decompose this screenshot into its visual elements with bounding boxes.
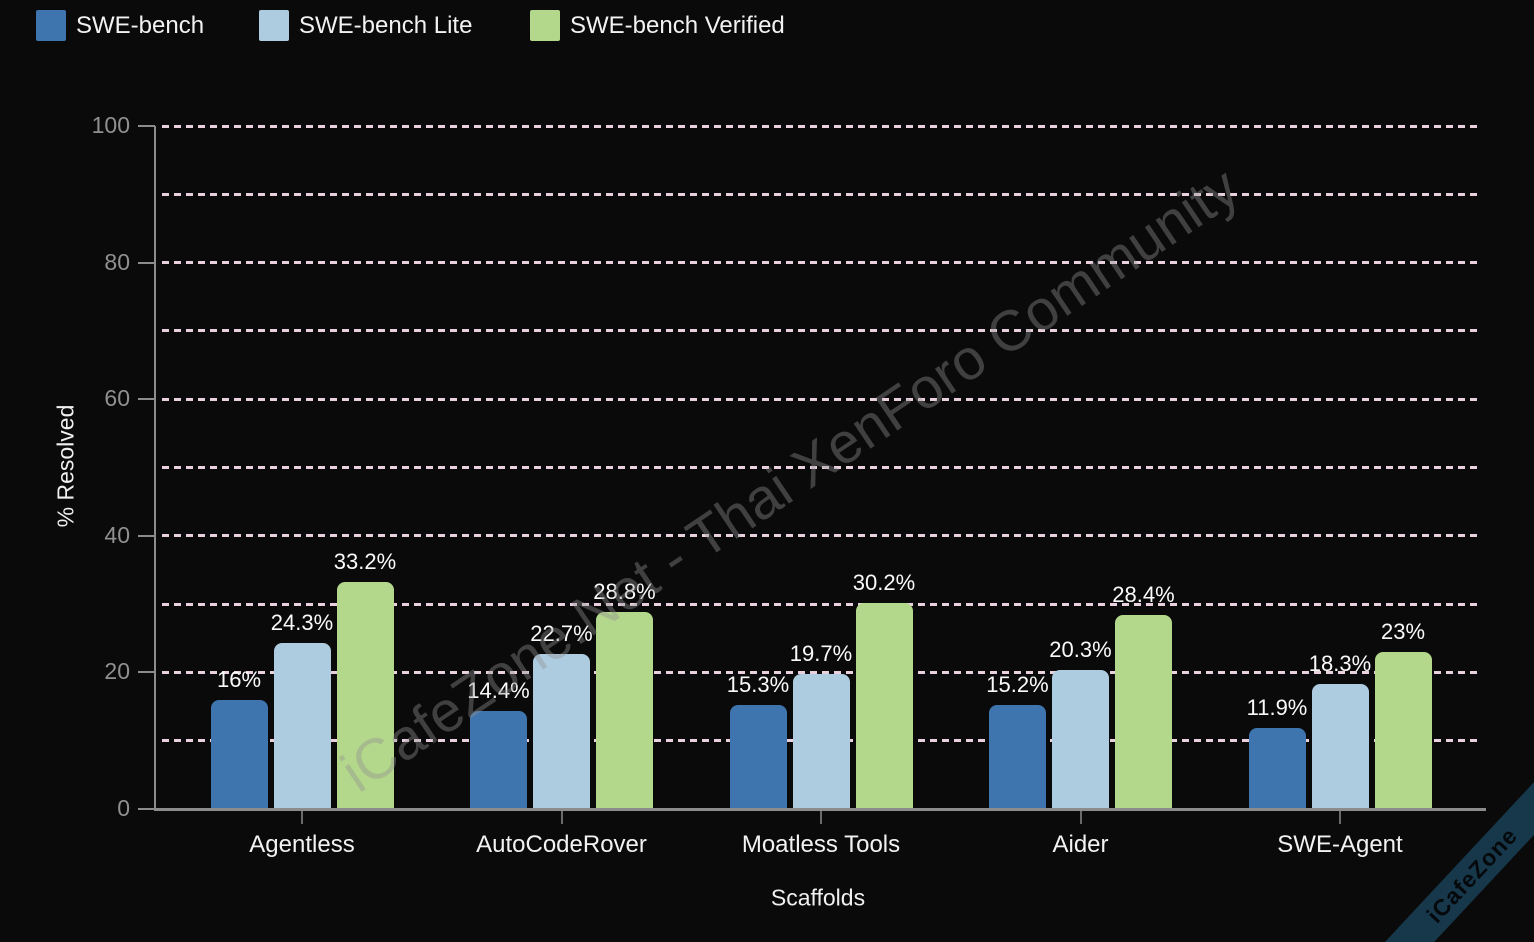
diagonal-watermark: iCafeZone.Net - Thai XenForo Community [329, 155, 1251, 805]
y-tick-80 [138, 261, 155, 264]
legend-item-swe-bench-lite: SWE-bench Lite [259, 10, 472, 41]
x-axis-title: Scaffolds [770, 884, 866, 911]
bar-value-1-3: 20.3% [1049, 637, 1112, 663]
y-tick-label-0: 0 [117, 795, 130, 821]
y-tick-label-40: 40 [104, 521, 130, 548]
bar-swe-bench-lite-0 [273, 643, 331, 809]
bar-value-2-2: 30.2% [852, 569, 916, 595]
gridline-100 [162, 124, 1481, 128]
y-tick-60 [138, 398, 155, 401]
x-tick-3 [1079, 811, 1082, 824]
bar-value-1-4: 18.3% [1308, 651, 1372, 676]
bar-value-1-1: 22.7% [530, 620, 593, 646]
x-tick-1 [560, 811, 563, 824]
legend-swatch-swe-bench [36, 10, 66, 41]
x-tick-2 [820, 811, 822, 824]
legend-label-swe-bench: SWE-bench [76, 11, 205, 39]
bar-swe-bench-lite-4 [1311, 684, 1369, 809]
bar-value-1-0: 24.3% [270, 610, 334, 636]
gridline-70 [162, 329, 1481, 333]
x-axis-line [154, 808, 1486, 811]
legend-label-swe-bench-verified: SWE-bench Verified [570, 11, 785, 39]
legend-swatch-swe-bench-lite [259, 10, 289, 41]
legend-item-swe-bench-verified: SWE-bench Verified [530, 10, 785, 41]
x-tick-0 [301, 811, 303, 824]
bar-swe-bench-3 [989, 705, 1046, 809]
legend-label-swe-bench-lite: SWE-bench Lite [299, 11, 473, 39]
bar-value-2-3: 28.4% [1112, 582, 1175, 608]
bar-swe-bench-lite-3 [1052, 670, 1109, 809]
y-tick-label-100: 100 [91, 112, 130, 138]
bar-swe-bench-2 [729, 704, 787, 809]
x-label-autocoderover: AutoCodeRover [476, 831, 647, 858]
bar-swe-bench-lite-2 [792, 674, 850, 809]
bar-swe-bench-verified-2 [855, 602, 913, 809]
y-tick-100 [138, 125, 155, 127]
gridline-40 [162, 534, 1481, 538]
bar-swe-bench-4 [1248, 727, 1306, 809]
legend-item-swe-bench: SWE-bench [36, 10, 204, 41]
gridline-80 [162, 261, 1481, 265]
bar-value-0-2: 15.3% [726, 671, 790, 697]
bar-value-0-0: 16% [216, 666, 262, 692]
bar-value-0-1: 14.4% [467, 677, 530, 703]
gridline-20 [162, 670, 1481, 674]
bar-swe-bench-verified-4 [1374, 651, 1432, 809]
bar-value-0-4: 11.9% [1246, 694, 1308, 720]
y-tick-label-60: 60 [104, 385, 130, 412]
x-label-moatless-tools: Moatless Tools [741, 831, 901, 858]
y-tick-0 [138, 808, 155, 810]
x-label-swe-agent: SWE-Agent [1277, 831, 1403, 858]
gridline-30 [162, 602, 1481, 606]
gridline-90 [162, 192, 1481, 196]
y-tick-label-80: 80 [104, 248, 130, 275]
bar-value-1-2: 19.7% [789, 641, 853, 667]
y-tick-40 [138, 534, 155, 537]
bar-swe-bench-verified-3 [1115, 615, 1172, 809]
bar-value-2-0: 33.2% [333, 549, 397, 575]
bar-swe-bench-verified-1 [596, 612, 653, 809]
gridline-50 [162, 466, 1481, 469]
y-tick-label-20: 20 [104, 658, 130, 685]
bar-swe-bench-0 [210, 699, 268, 809]
bar-swe-bench-verified-0 [336, 582, 394, 809]
x-label-agentless: Agentless [249, 831, 355, 858]
bar-value-2-1: 28.8% [593, 579, 656, 605]
legend-swatch-swe-bench-verified [530, 10, 560, 41]
bar-value-2-4: 23% [1380, 618, 1426, 644]
y-axis-title: % Resolved [52, 404, 79, 528]
bar-swe-bench-lite-1 [533, 653, 590, 809]
gridline-60 [162, 397, 1481, 401]
bar-swe-bench-1 [470, 710, 527, 809]
y-tick-20 [138, 671, 155, 674]
x-label-aider: Aider [1052, 831, 1109, 858]
x-tick-4 [1339, 811, 1341, 824]
bar-value-0-3: 15.2% [986, 672, 1049, 698]
y-axis-line [154, 126, 156, 811]
